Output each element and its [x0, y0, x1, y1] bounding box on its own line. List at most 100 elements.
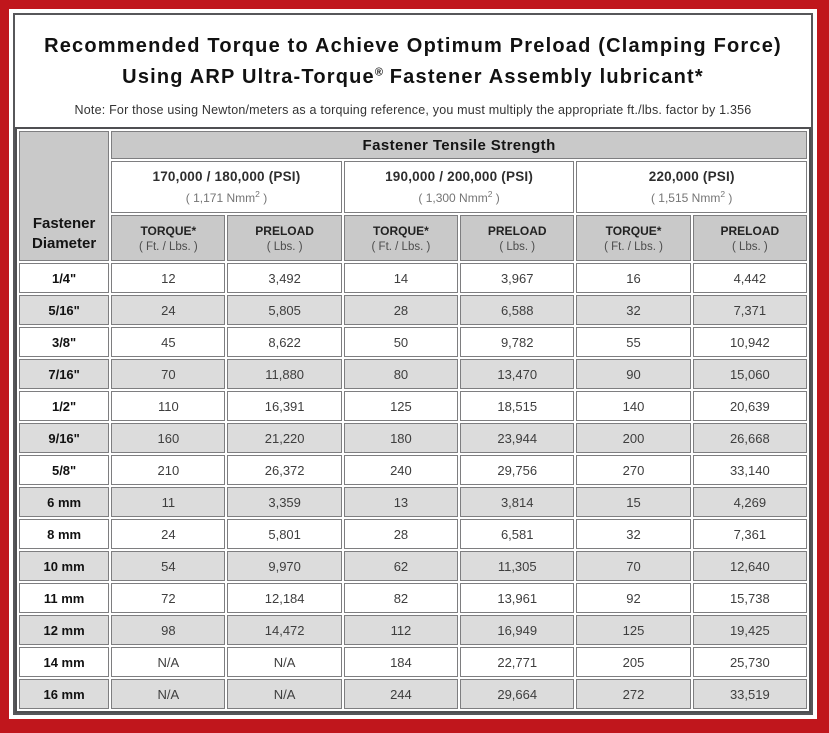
value-cell: 11: [111, 487, 226, 517]
value-cell: N/A: [227, 679, 342, 709]
value-cell: 82: [343, 583, 459, 613]
value-cell: 20,639: [692, 391, 807, 421]
value-cell: 90: [576, 359, 691, 389]
value-cell: 140: [576, 391, 691, 421]
value-cell: 33,140: [692, 455, 807, 485]
value-cell: 180: [343, 423, 459, 453]
value-cell: 112: [343, 615, 459, 645]
value-cell: 125: [576, 615, 691, 645]
value-cell: 110: [111, 391, 226, 421]
value-cell: 62: [343, 551, 459, 581]
value-cell: 3,814: [460, 487, 575, 517]
value-cell: 54: [111, 551, 226, 581]
value-cell: 12,640: [692, 551, 807, 581]
value-cell: 5,801: [227, 519, 342, 549]
nmm-label: ( 1,171 Nmm2 ): [185, 189, 268, 205]
value-cell: 13,470: [460, 359, 575, 389]
value-cell: 160: [111, 423, 226, 453]
title-line2-pre: Using ARP Ultra-Torque: [122, 66, 375, 88]
psi-label: 220,000 (PSI): [648, 169, 735, 184]
value-cell: N/A: [227, 647, 342, 677]
fastener-diameter-cell: 11 mm: [19, 583, 110, 613]
value-cell: 16,391: [227, 391, 342, 421]
table-row: 10 mm 54 9,970 62 11,305 70 12,640: [19, 551, 807, 581]
torque-column-header: TORQUE* ( Ft. / Lbs. ): [343, 215, 459, 261]
value-cell: 4,269: [692, 487, 807, 517]
preload-column-header: PRELOAD ( Lbs. ): [460, 215, 575, 261]
value-cell: 10,942: [692, 327, 807, 357]
value-cell: 80: [343, 359, 459, 389]
value-cell: 33,519: [692, 679, 807, 709]
torque-column-header: TORQUE* ( Ft. / Lbs. ): [111, 215, 226, 261]
fastener-diameter-header: Fastener Diameter: [19, 131, 110, 261]
fastener-diameter-cell: 7/16": [19, 359, 110, 389]
value-cell: 28: [343, 519, 459, 549]
value-cell: 14,472: [227, 615, 342, 645]
tensile-header-row: Fastener Diameter Fastener Tensile Stren…: [19, 131, 807, 261]
psi-label: 190,000 / 200,000 (PSI): [385, 169, 534, 184]
value-cell: 9,970: [227, 551, 342, 581]
value-cell: 270: [576, 455, 691, 485]
column-header-row: TORQUE* ( Ft. / Lbs. ) PRELOAD ( Lbs. ) …: [19, 215, 807, 261]
fastener-diameter-cell: 6 mm: [19, 487, 110, 517]
table-row: 12 mm 98 14,472 112 16,949 125 19,425: [19, 615, 807, 645]
torque-spec-table: Fastener Diameter Fastener Tensile Stren…: [15, 127, 811, 713]
fastener-diameter-cell: 16 mm: [19, 679, 110, 709]
value-cell: N/A: [111, 679, 226, 709]
value-cell: 5,805: [227, 295, 342, 325]
value-cell: 4,442: [692, 263, 807, 293]
psi-group-170-180: 170,000 / 180,000 (PSI) ( 1,171 Nmm2 ): [111, 161, 342, 213]
value-cell: 240: [343, 455, 459, 485]
table-row: 1/2" 110 16,391 125 18,515 140 20,639: [19, 391, 807, 421]
value-cell: 3,492: [227, 263, 342, 293]
preload-column-header: PRELOAD ( Lbs. ): [227, 215, 342, 261]
value-cell: 26,372: [227, 455, 342, 485]
nmm-label: ( 1,515 Nmm2 ): [650, 189, 733, 205]
value-cell: N/A: [111, 647, 226, 677]
table-row: 6 mm 11 3,359 13 3,814 15 4,269: [19, 487, 807, 517]
value-cell: 7,361: [692, 519, 807, 549]
title-line2-post: Fastener Assembly lubricant*: [383, 66, 704, 88]
value-cell: 22,771: [460, 647, 575, 677]
fastener-diameter-cell: 10 mm: [19, 551, 110, 581]
value-cell: 8,622: [227, 327, 342, 357]
preload-column-header: PRELOAD ( Lbs. ): [692, 215, 807, 261]
fastener-diameter-cell: 3/8": [19, 327, 110, 357]
page-title-line2: Using ARP Ultra-Torque® Fastener Assembl…: [25, 62, 801, 93]
value-cell: 72: [111, 583, 226, 613]
fastener-diameter-cell: 5/16": [19, 295, 110, 325]
value-cell: 6,581: [460, 519, 575, 549]
value-cell: 125: [343, 391, 459, 421]
value-cell: 244: [343, 679, 459, 709]
value-cell: 16,949: [460, 615, 575, 645]
fastener-tensile-strength-header: Fastener Tensile Strength: [111, 131, 807, 159]
fastener-diameter-cell: 14 mm: [19, 647, 110, 677]
table-row: 9/16" 160 21,220 180 23,944 200 26,668: [19, 423, 807, 453]
value-cell: 15,060: [692, 359, 807, 389]
value-cell: 25,730: [692, 647, 807, 677]
psi-group-190-200: 190,000 / 200,000 (PSI) ( 1,300 Nmm2 ): [343, 161, 575, 213]
note-text: Note: For those using Newton/meters as a…: [74, 103, 752, 117]
fastener-diameter-cell: 8 mm: [19, 519, 110, 549]
psi-label: 170,000 / 180,000 (PSI): [152, 169, 301, 184]
value-cell: 21,220: [227, 423, 342, 453]
value-cell: 6,588: [460, 295, 575, 325]
value-cell: 18,515: [460, 391, 575, 421]
value-cell: 98: [111, 615, 226, 645]
value-cell: 23,944: [460, 423, 575, 453]
value-cell: 12,184: [227, 583, 342, 613]
value-cell: 24: [111, 295, 226, 325]
title-block: Recommended Torque to Achieve Optimum Pr…: [15, 15, 811, 127]
document-panel: Recommended Torque to Achieve Optimum Pr…: [9, 9, 817, 719]
value-cell: 184: [343, 647, 459, 677]
fastener-diameter-cell: 1/4": [19, 263, 110, 293]
psi-group-row: 170,000 / 180,000 (PSI) ( 1,171 Nmm2 ) 1…: [19, 161, 807, 213]
value-cell: 13: [343, 487, 459, 517]
data-rows: 1/4" 12 3,492 14 3,967 16 4,442 5/16" 24 5,805 28 6…: [19, 263, 807, 709]
table-row: 8 mm 24 5,801 28 6,581 32 7,361: [19, 519, 807, 549]
fastener-diameter-cell: 1/2": [19, 391, 110, 421]
fastener-diameter-cell: 12 mm: [19, 615, 110, 645]
table-row: 14 mm N/A N/A 184 22,771 205 25,730: [19, 647, 807, 677]
psi-group-220: 220,000 (PSI) ( 1,515 Nmm2 ): [576, 161, 807, 213]
value-cell: 45: [111, 327, 226, 357]
